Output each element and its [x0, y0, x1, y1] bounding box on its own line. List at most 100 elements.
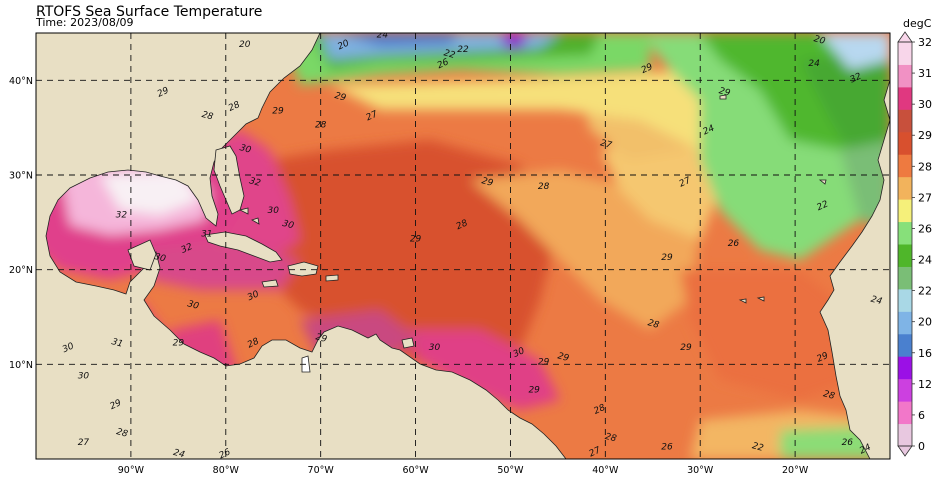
colorbar-tick-label: 0: [918, 440, 925, 453]
contour-label: 24: [377, 31, 389, 41]
longitude-tick-label: 20°W: [782, 465, 809, 476]
contour-label: 28: [604, 432, 618, 445]
contour-label: 31: [201, 230, 212, 240]
contour-label: 26: [842, 438, 854, 448]
map-time-label: Time: 2023/08/09: [36, 16, 134, 29]
contour-label: 29: [556, 351, 570, 364]
latitude-tick-label: 10°N: [9, 360, 33, 371]
colorbar-swatch: [898, 333, 912, 357]
contour-label: 32: [248, 176, 262, 189]
contour-label: 27: [365, 109, 380, 123]
contour-label: 30: [153, 252, 167, 265]
contour-label: 30: [429, 343, 441, 353]
contour-label: 27: [78, 438, 90, 448]
colorbar-tick-label: 20: [918, 316, 932, 329]
contour-label: 28: [822, 389, 836, 402]
contour-label: 24: [702, 124, 717, 138]
contour-label: 27: [678, 176, 693, 190]
contour-label: 30: [78, 372, 90, 382]
colorbar-tick-label: 6: [918, 409, 925, 422]
contour-label: 29: [480, 176, 494, 189]
contour-label: 28: [115, 427, 129, 440]
colorbar-swatch: [898, 42, 912, 65]
colorbar-tick-label: 16: [918, 347, 932, 360]
contour-label: 30: [61, 341, 76, 355]
contour-label: 29: [173, 338, 185, 348]
contour-label: 28: [200, 110, 214, 123]
map-frame: [35, 32, 891, 460]
colorbar-unit-label: degC: [903, 17, 932, 30]
contour-label: 28: [227, 100, 242, 114]
colorbar-swatch: [898, 154, 912, 178]
colorbar-swatch: [898, 244, 912, 267]
contour-label: 22: [815, 199, 830, 213]
contour-label: 24: [869, 295, 883, 308]
colorbar-swatch: [898, 423, 912, 447]
colorbar-tick-label: 31: [918, 67, 932, 80]
colorbar: [897, 31, 913, 457]
colorbar-swatch: [898, 378, 912, 402]
longitude-tick-label: 90°W: [118, 465, 145, 476]
contour-label: 26: [661, 443, 673, 453]
colorbar-tick-labels: 0 6 12 16 20 22 24 26 27 28 29 30 31 32: [912, 36, 932, 453]
contour-label: 29: [538, 357, 550, 367]
contour-label: 29: [528, 386, 540, 396]
colorbar-swatch: [898, 176, 912, 200]
latitude-labels: 10°N 20°N 30°N 40°N: [9, 76, 33, 371]
contour-label: 29: [640, 62, 655, 76]
contour-label: 29: [815, 351, 830, 365]
longitude-tick-label: 60°W: [402, 465, 429, 476]
contour-label: 28: [646, 318, 660, 331]
contour-label: 20: [239, 40, 251, 50]
colorbar-tick-label: 27: [918, 191, 932, 204]
contour-label: 32: [849, 71, 864, 85]
contour-label: 20: [336, 38, 351, 52]
contour-label: 29: [333, 91, 347, 104]
contour-label: 24: [172, 448, 186, 461]
map-title: RTOFS Sea Surface Temperature: [36, 4, 263, 20]
contour-label: 30: [281, 219, 295, 232]
contour-label: 28: [315, 121, 327, 131]
contour-label: 28: [455, 218, 470, 232]
contour-label: 30: [512, 346, 527, 360]
colorbar-swatch: [898, 356, 912, 380]
colorbar-tick-label: 28: [918, 160, 932, 173]
colorbar-tick-label: 12: [918, 378, 932, 391]
graticule: [36, 33, 890, 459]
contour-label: 29: [661, 253, 673, 263]
longitude-tick-label: 30°W: [687, 465, 714, 476]
contour-label: 26: [436, 57, 451, 71]
contour-label: 28: [538, 182, 550, 192]
colorbar-tick-label: 24: [918, 254, 932, 267]
colorbar-swatch: [898, 199, 912, 223]
contour-label: 29: [410, 234, 422, 244]
colorbar-tick-label: 30: [918, 98, 932, 111]
contour-label: 30: [246, 289, 261, 303]
contour-label: 32: [180, 242, 195, 256]
colorbar-swatch: [898, 266, 912, 290]
colorbar-swatch: [898, 288, 912, 312]
colorbar-swatch: [898, 131, 912, 155]
contour-label: 27: [599, 138, 613, 151]
colorbar-min-extend: [897, 445, 913, 457]
contour-label: 30: [238, 143, 252, 156]
land-masses: [36, 33, 890, 459]
longitude-tick-label: 50°W: [497, 465, 524, 476]
contour-label: 26: [218, 447, 233, 461]
contour-label: 20: [813, 34, 827, 47]
contour-label: 24: [808, 59, 820, 69]
longitude-labels: 90°W 80°W 70°W 60°W 50°W 40°W 30°W 20°W: [118, 465, 809, 476]
contour-label: 22: [457, 45, 469, 55]
contour-label: 22: [751, 441, 765, 454]
latitude-tick-label: 30°N: [9, 171, 33, 182]
contour-label: 30: [186, 299, 200, 312]
longitude-tick-label: 70°W: [308, 465, 335, 476]
contour-label: 29: [156, 86, 171, 100]
colorbar-swatch: [898, 86, 912, 110]
contour-label: 27: [588, 445, 603, 459]
contour-label: 29: [718, 86, 732, 99]
contour-label: 28: [592, 403, 607, 417]
latitude-tick-label: 40°N: [9, 76, 33, 87]
